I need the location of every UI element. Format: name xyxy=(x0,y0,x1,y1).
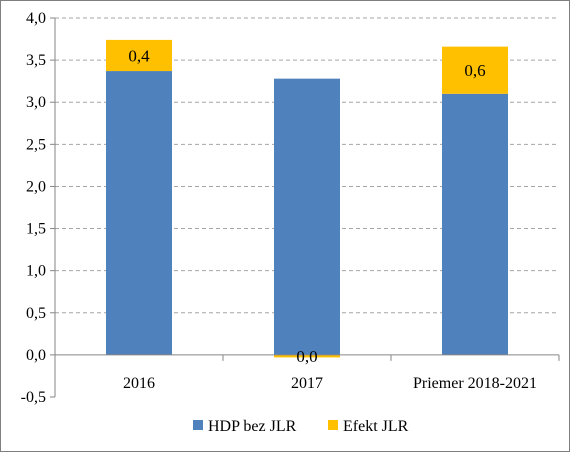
bar-efekt-jlr xyxy=(442,46,508,94)
bar-efekt-jlr xyxy=(274,354,340,358)
legend-label: Efekt JLR xyxy=(343,418,409,435)
y-tick-label: -0,5 xyxy=(21,389,46,406)
y-tick-label: 0,5 xyxy=(26,305,46,322)
legend-label: HDP bez JLR xyxy=(208,418,297,435)
y-tick-label: 4,0 xyxy=(26,10,46,27)
data-label: 0,6 xyxy=(464,61,485,80)
legend-swatch xyxy=(193,420,203,430)
x-category-label: 2016 xyxy=(123,375,155,392)
bars xyxy=(106,39,508,358)
bar-hdp-bez-jlr xyxy=(106,71,172,355)
y-tick-label: 1,5 xyxy=(26,221,46,238)
legend-swatch xyxy=(328,420,338,430)
bar-efekt-jlr xyxy=(106,39,172,72)
y-axis: -0,5 0,0 0,5 1,0 1,5 2,0 2,5 3,0 3,5 4,0 xyxy=(21,10,56,406)
x-category-label: 2017 xyxy=(291,375,323,392)
data-label: 0,4 xyxy=(128,46,150,65)
y-tick-label: 3,0 xyxy=(26,94,46,111)
y-tick-label: 3,5 xyxy=(26,52,46,69)
legend: HDP bez JLR Efekt JLR xyxy=(193,418,409,435)
data-label: 0,0 xyxy=(296,347,317,366)
y-tick-label: 0,0 xyxy=(26,347,46,364)
bar-hdp-bez-jlr xyxy=(274,78,340,355)
data-labels: 0,4 0,0 0,6 xyxy=(128,46,485,365)
y-tick-label: 1,0 xyxy=(26,263,46,280)
x-axis: 2016 2017 Priemer 2018-2021 xyxy=(54,354,560,392)
bar-hdp-bez-jlr xyxy=(442,93,508,355)
y-tick-label: 2,5 xyxy=(26,136,46,153)
y-tick-label: 2,0 xyxy=(26,178,46,195)
x-category-label: Priemer 2018-2021 xyxy=(413,375,537,392)
